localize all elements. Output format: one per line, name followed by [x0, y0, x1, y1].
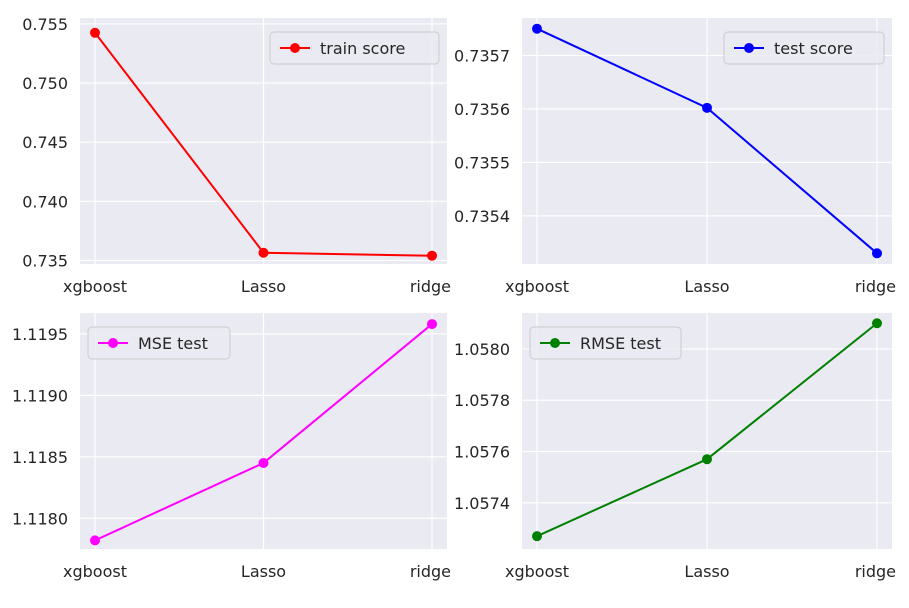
x-tick-label: ridge — [410, 277, 451, 296]
legend-marker — [108, 338, 118, 348]
y-tick-label: 0.7357 — [454, 46, 510, 65]
data-point — [532, 23, 542, 34]
data-point — [427, 250, 437, 261]
y-tick-label: 0.7354 — [454, 207, 510, 226]
legend-box — [269, 31, 440, 65]
legend: test score — [723, 31, 885, 65]
y-tick-label: 1.0574 — [454, 494, 510, 513]
x-tick-label: ridge — [410, 562, 451, 581]
y-tick-label: 1.0578 — [454, 391, 510, 410]
chart-panel-4: 1.0574 1.0576 1.0578 1.0580 xgboost Lasso ridg… — [454, 313, 896, 581]
x-tick-label: xgboost — [63, 562, 127, 581]
x-tick-label: ridge — [855, 277, 896, 296]
legend-box — [529, 326, 682, 360]
y-tick-label: 1.0576 — [454, 443, 510, 462]
x-tick-label: xgboost — [505, 277, 569, 296]
y-tick-label: 1.1180 — [12, 509, 68, 528]
x-tick-label: Lasso — [684, 562, 729, 581]
x-tick-label: Lasso — [241, 277, 286, 296]
legend-marker — [550, 338, 560, 348]
y-tick-label: 1.0580 — [454, 340, 510, 359]
y-tick-label: 0.745 — [22, 133, 68, 152]
y-tick-label: 0.750 — [22, 74, 68, 93]
data-point — [872, 318, 882, 329]
legend: train score — [269, 31, 440, 65]
legend-marker — [290, 43, 300, 53]
x-tick-label: xgboost — [63, 277, 127, 296]
data-point — [90, 27, 100, 38]
data-point — [702, 454, 712, 465]
x-tick-label: Lasso — [684, 277, 729, 296]
data-point — [258, 457, 269, 468]
x-tick-label: xgboost — [505, 562, 569, 581]
legend-label: RMSE test — [580, 334, 661, 353]
data-point — [532, 531, 542, 542]
legend-label: train score — [320, 39, 405, 58]
legend-marker — [744, 43, 754, 53]
y-tick-label: 1.1185 — [12, 448, 68, 467]
legend: RMSE test — [529, 326, 682, 360]
data-point — [702, 102, 712, 113]
x-tick-label: Lasso — [241, 562, 286, 581]
legend-box — [723, 31, 885, 65]
data-point — [258, 247, 269, 258]
chart-panel-3: 1.1180 1.1185 1.1190 1.1195 xgboost Lasso ridg… — [12, 313, 451, 581]
y-tick-label: 0.735 — [22, 251, 68, 270]
data-point — [427, 319, 437, 330]
y-tick-label: 0.7356 — [454, 100, 510, 119]
y-tick-label: 0.7355 — [454, 153, 510, 172]
data-point — [872, 248, 882, 259]
chart-panel-2: 0.7354 0.7355 0.7356 0.7357 xgboost Lasso ridg… — [454, 18, 896, 296]
y-tick-label: 0.755 — [22, 15, 68, 34]
legend: MSE test — [87, 326, 231, 360]
chart-panel-1: 0.735 0.740 0.745 0.750 0.755 xgboost Lasso rid… — [22, 15, 451, 296]
legend-label: test score — [774, 39, 853, 58]
data-point — [90, 535, 100, 546]
y-tick-label: 1.1190 — [12, 386, 68, 405]
legend-label: MSE test — [138, 334, 208, 353]
x-tick-label: ridge — [855, 562, 896, 581]
y-tick-label: 1.1195 — [12, 325, 68, 344]
y-tick-label: 0.740 — [22, 192, 68, 211]
legend-box — [87, 326, 231, 360]
